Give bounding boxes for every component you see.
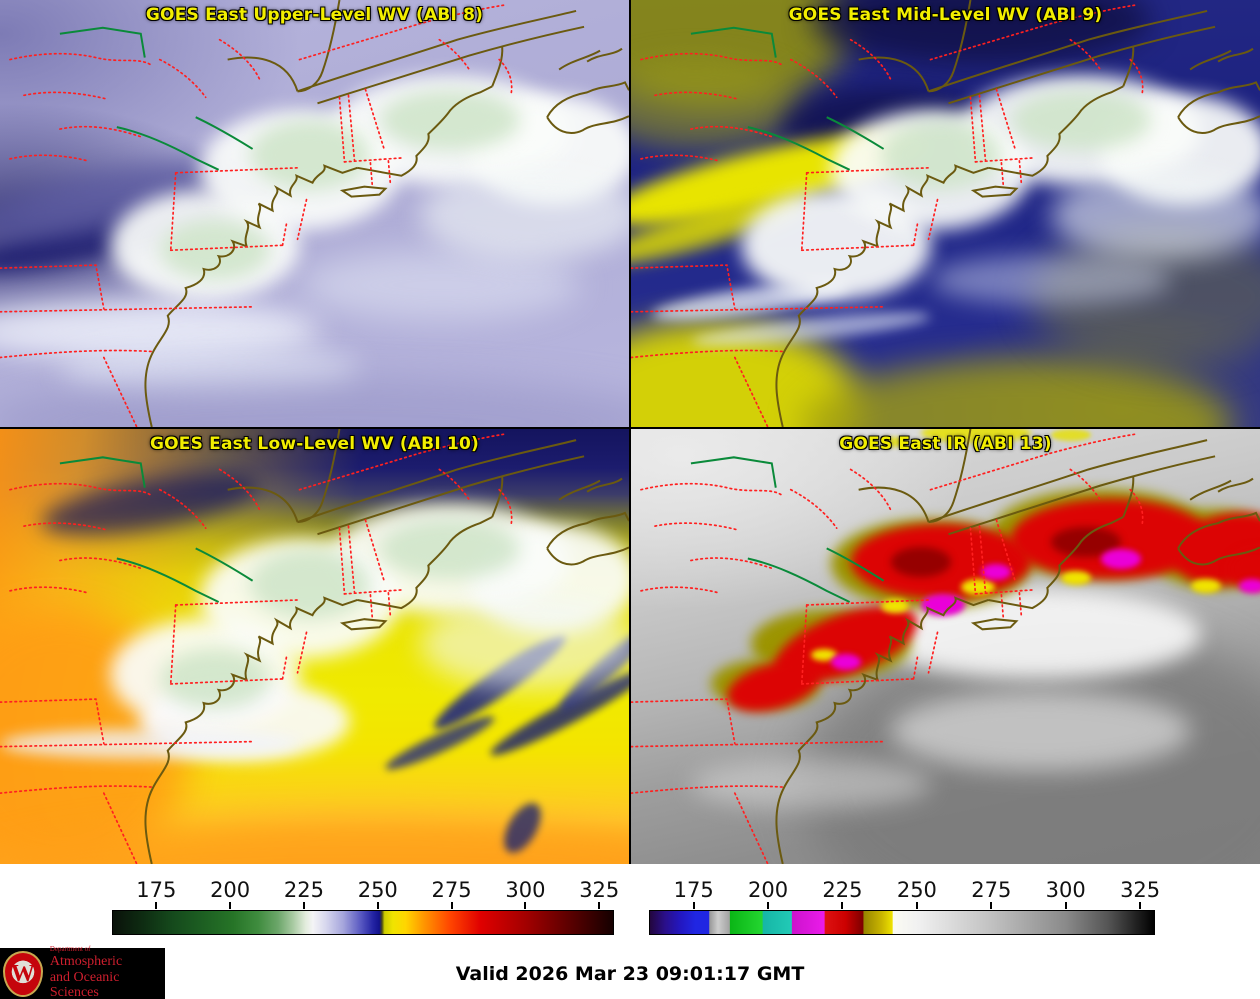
colorbar-wv-labels: 175 200 225 250 275 300 325 (112, 876, 619, 902)
colorbar-ir-gradient (649, 910, 1155, 935)
logo-line2: and Oceanic Sciences (49, 969, 120, 999)
tick-label: 175 (136, 878, 177, 902)
tick-mark (841, 902, 844, 909)
colorbar-wv-gradient (112, 910, 614, 935)
tick-mark (990, 902, 993, 909)
panel-mid-level-wv: GOES East Mid-Level WV (ABI 9) (631, 0, 1260, 427)
tick-mark (229, 902, 232, 909)
basemap-overlay (0, 0, 629, 427)
tick-label: 225 (822, 878, 863, 902)
tick-label: 275 (431, 878, 472, 902)
cloud-layer (631, 429, 1260, 864)
tick-mark (767, 902, 770, 909)
tick-label: 300 (505, 878, 546, 902)
panel-low-level-wv: GOES East Low-Level WV (ABI 10) (0, 429, 629, 864)
tick-label: 200 (210, 878, 251, 902)
colorbar-wv-ticks (112, 902, 614, 910)
tick-label: 250 (357, 878, 398, 902)
tick-label: 250 (896, 878, 937, 902)
panel-title-abi10: GOES East Low-Level WV (ABI 10) (149, 434, 479, 454)
colorbar-ir-labels: 175 200 225 250 275 300 325 (649, 876, 1161, 902)
uw-crest-icon: W (3, 950, 43, 997)
basemap-overlay (631, 0, 1260, 427)
panel-title-abi8: GOES East Upper-Level WV (ABI 8) (145, 5, 484, 25)
panel-upper-level-wv: GOES East Upper-Level WV (ABI 8) (0, 0, 629, 427)
panel-title-abi9: GOES East Mid-Level WV (ABI 9) (788, 5, 1103, 25)
cloud-layer (0, 429, 629, 864)
tick-label: 325 (1120, 878, 1161, 902)
tick-label: 175 (673, 878, 714, 902)
tick-label: 200 (748, 878, 789, 902)
logo-text: Department of Atmospheric and Oceanic Sc… (49, 945, 165, 999)
tick-mark (598, 902, 601, 909)
tick-mark (1064, 902, 1067, 909)
cloud-layer (0, 0, 629, 427)
tick-mark (302, 902, 305, 909)
tick-mark (450, 902, 453, 909)
tick-mark (692, 902, 695, 909)
valid-time-text: Valid 2026 Mar 23 09:01:17 GMT (455, 963, 805, 985)
logo-dept-line: Department of (49, 945, 91, 954)
tick-label: 275 (971, 878, 1012, 902)
colorbar-ir-ticks (649, 902, 1155, 910)
basemap-overlay (0, 429, 629, 864)
panel-title-abi13: GOES East IR (ABI 13) (839, 434, 1052, 454)
tick-mark (376, 902, 379, 909)
uw-crest-letter: W (10, 960, 35, 987)
uw-aos-logo: W Department of Atmospheric and Oceanic … (0, 945, 165, 999)
tick-mark (1139, 902, 1142, 909)
tick-label: 300 (1045, 878, 1086, 902)
logo-line1: Atmospheric (49, 953, 123, 969)
satellite-quad-grid: GOES East Upper-Level WV (ABI 8) GOES Ea… (0, 0, 1260, 864)
tick-mark (524, 902, 527, 909)
tick-label: 325 (579, 878, 620, 902)
tick-mark (155, 902, 158, 909)
panel-ir: GOES East IR (ABI 13) (631, 429, 1260, 864)
colorbar-wv: 175 200 225 250 275 300 325 (112, 876, 619, 936)
colorbar-ir: 175 200 225 250 275 300 325 (649, 876, 1161, 936)
basemap-overlay (631, 429, 1260, 864)
tick-mark (915, 902, 918, 909)
tick-label: 225 (283, 878, 324, 902)
